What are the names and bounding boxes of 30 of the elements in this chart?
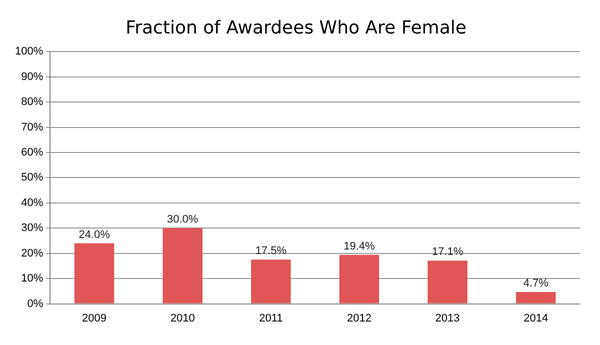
- y-tick-label: 20%: [21, 247, 44, 260]
- data-label: 17.1%: [432, 246, 464, 258]
- y-tick-label: 60%: [21, 146, 44, 159]
- chart-title: Fraction of Awardees Who Are Female: [126, 17, 466, 38]
- data-label: 24.0%: [78, 228, 110, 241]
- x-tick-label: 2010: [170, 312, 195, 324]
- bar: [74, 243, 114, 304]
- x-tick-label: 2011: [259, 312, 283, 324]
- bar: [516, 292, 556, 304]
- x-tick-label: 2009: [82, 312, 107, 324]
- y-tick-label: 0%: [27, 298, 44, 310]
- data-label: 4.7%: [523, 277, 549, 290]
- y-tick-label: 100%: [14, 46, 44, 58]
- y-tick-label: 30%: [21, 222, 44, 234]
- x-tick-label: 2014: [524, 312, 548, 324]
- bar: [339, 254, 380, 304]
- bar: [428, 260, 468, 304]
- x-tick-label: 2013: [435, 312, 460, 324]
- y-tick-label: 50%: [21, 172, 44, 184]
- y-tick-label: 80%: [21, 96, 44, 108]
- bar: [162, 228, 202, 304]
- y-tick-label: 70%: [21, 121, 44, 134]
- y-tick-label: 90%: [21, 70, 44, 83]
- x-tick-label: 2012: [346, 312, 372, 324]
- data-label: 30.0%: [167, 214, 198, 226]
- y-tick-label: 40%: [21, 196, 44, 209]
- data-label: 19.4%: [344, 240, 376, 252]
- data-label: 17.5%: [255, 245, 287, 258]
- y-tick-label: 10%: [21, 272, 44, 285]
- bar: [251, 260, 291, 304]
